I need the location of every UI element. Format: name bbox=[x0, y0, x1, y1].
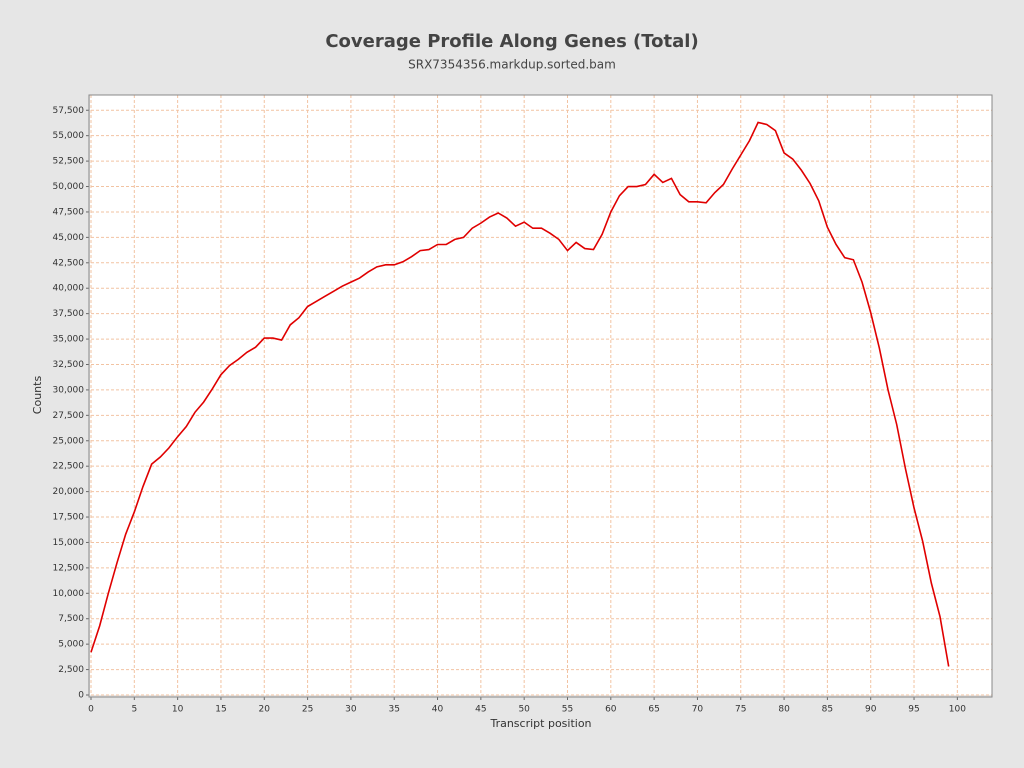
x-tick-label: 100 bbox=[949, 705, 966, 715]
x-axis-label: Transcript position bbox=[489, 717, 591, 730]
y-tick-label: 7,500 bbox=[58, 614, 84, 624]
plot-area bbox=[90, 95, 992, 695]
y-tick-label: 42,500 bbox=[53, 258, 85, 268]
data-line bbox=[90, 121, 950, 667]
x-tick-label: 5 bbox=[131, 705, 137, 715]
y-tick-label: 37,500 bbox=[53, 309, 85, 319]
x-tick-label: 90 bbox=[865, 705, 877, 715]
y-tick-label: 40,000 bbox=[53, 284, 85, 294]
y-tick-label: 52,500 bbox=[53, 157, 85, 167]
y-tick-label: 2,500 bbox=[58, 665, 84, 675]
x-tick-label: 15 bbox=[215, 705, 226, 715]
x-tick-label: 25 bbox=[302, 705, 313, 715]
x-tick-label: 20 bbox=[259, 705, 271, 715]
x-tick-label: 50 bbox=[518, 705, 530, 715]
x-tick-label: 55 bbox=[562, 705, 573, 715]
y-tick-label: 15,000 bbox=[53, 538, 85, 548]
y-tick-label: 0 bbox=[78, 691, 84, 701]
y-tick-label: 5,000 bbox=[58, 640, 84, 650]
y-tick-label: 55,000 bbox=[53, 131, 85, 141]
x-tick-label: 35 bbox=[388, 705, 399, 715]
y-tick-label: 57,500 bbox=[53, 106, 85, 116]
x-tick-label: 40 bbox=[432, 705, 444, 715]
y-tick-label: 20,000 bbox=[53, 487, 85, 497]
x-tick-label: 65 bbox=[648, 705, 659, 715]
y-axis-label: Counts bbox=[31, 376, 44, 415]
x-tick-label: 45 bbox=[475, 705, 486, 715]
y-tick-label: 27,500 bbox=[53, 411, 85, 421]
x-tick-label: 80 bbox=[778, 705, 790, 715]
x-tick-label: 10 bbox=[172, 705, 184, 715]
y-tick-label: 10,000 bbox=[53, 589, 85, 599]
chart-subtitle: SRX7354356.markdup.sorted.bam bbox=[408, 58, 616, 72]
x-tick-label: 30 bbox=[345, 705, 357, 715]
x-tick-label: 70 bbox=[692, 705, 704, 715]
y-tick-label: 47,500 bbox=[53, 207, 85, 217]
y-tick-label: 17,500 bbox=[53, 513, 85, 523]
y-tick-label: 25,000 bbox=[53, 436, 85, 446]
y-tick-label: 35,000 bbox=[53, 335, 85, 345]
y-tick-label: 12,500 bbox=[53, 563, 85, 573]
x-tick-label: 95 bbox=[908, 705, 919, 715]
chart-title: Coverage Profile Along Genes (Total) bbox=[325, 31, 698, 52]
x-tick-label: 85 bbox=[822, 705, 833, 715]
y-tick-label: 32,500 bbox=[53, 360, 85, 370]
y-tick-label: 50,000 bbox=[53, 182, 85, 192]
y-tick-label: 30,000 bbox=[53, 385, 85, 395]
x-tick-label: 0 bbox=[88, 705, 94, 715]
x-tick-label: 75 bbox=[735, 705, 746, 715]
y-tick-label: 45,000 bbox=[53, 233, 85, 243]
y-tick-label: 22,500 bbox=[53, 462, 85, 472]
x-tick-label: 60 bbox=[605, 705, 617, 715]
plot-border bbox=[88, 94, 993, 698]
